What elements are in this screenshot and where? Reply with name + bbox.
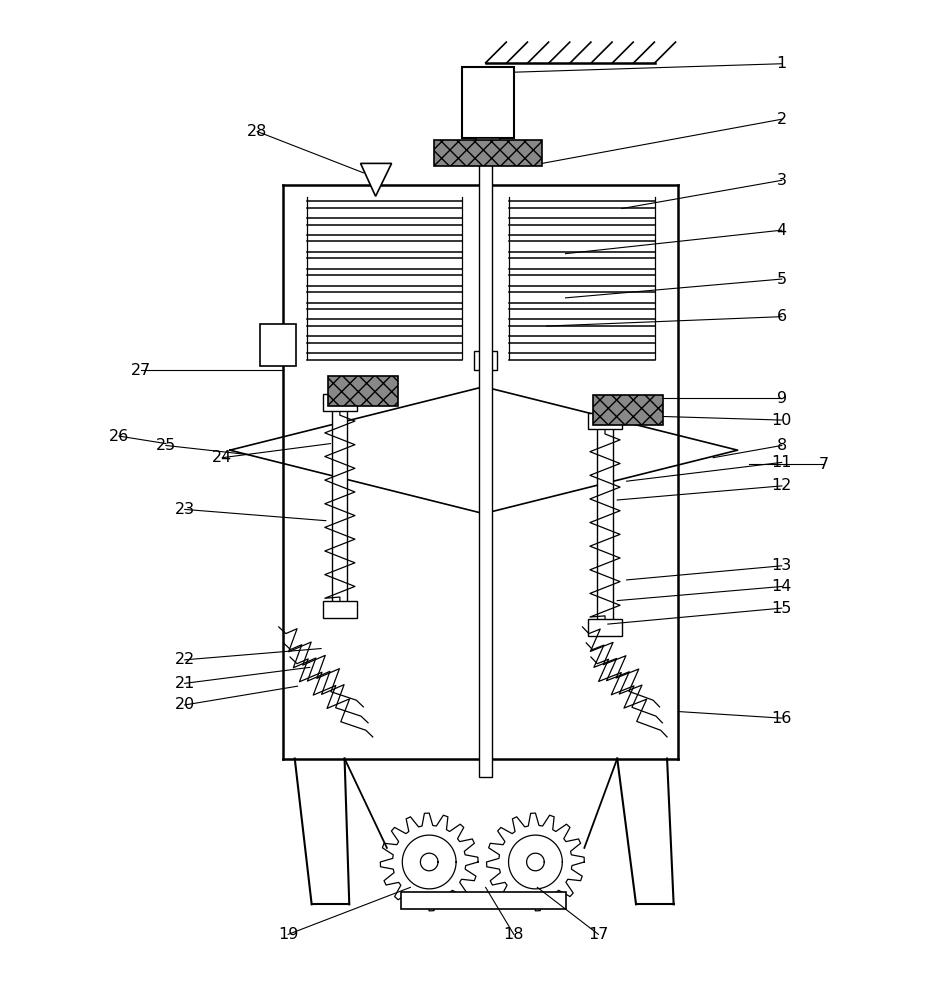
- Text: 25: 25: [156, 438, 176, 453]
- Bar: [588, 619, 622, 636]
- Bar: [401, 892, 566, 909]
- Bar: [327, 376, 398, 406]
- Text: 12: 12: [771, 478, 792, 493]
- Polygon shape: [360, 163, 391, 196]
- Text: 21: 21: [174, 676, 195, 691]
- Bar: [598, 425, 613, 632]
- Text: 14: 14: [771, 579, 792, 594]
- Bar: [588, 413, 622, 429]
- Bar: [323, 601, 356, 618]
- Text: 24: 24: [212, 450, 233, 465]
- Text: 20: 20: [174, 697, 195, 712]
- Bar: [593, 395, 663, 425]
- Text: 3: 3: [777, 173, 786, 188]
- Text: 7: 7: [819, 457, 829, 472]
- Text: 6: 6: [777, 309, 786, 324]
- Text: 5: 5: [777, 272, 786, 287]
- Bar: [479, 138, 492, 777]
- Bar: [462, 67, 514, 138]
- Text: 13: 13: [771, 558, 792, 573]
- Text: 9: 9: [777, 391, 786, 406]
- Bar: [332, 406, 347, 613]
- Bar: [474, 351, 497, 370]
- Text: 4: 4: [777, 223, 786, 238]
- Text: 10: 10: [771, 413, 792, 428]
- Text: 1: 1: [777, 56, 786, 71]
- Text: 26: 26: [108, 429, 129, 444]
- Text: 17: 17: [588, 927, 608, 942]
- Text: 2: 2: [777, 112, 786, 127]
- Bar: [260, 324, 296, 366]
- Text: 11: 11: [771, 455, 792, 470]
- Bar: [434, 140, 542, 166]
- Bar: [476, 138, 500, 159]
- Text: 23: 23: [174, 502, 195, 517]
- Text: 19: 19: [278, 927, 298, 942]
- Text: 18: 18: [504, 927, 524, 942]
- Text: 16: 16: [771, 711, 792, 726]
- Text: 15: 15: [771, 601, 792, 616]
- Bar: [323, 394, 356, 411]
- Text: 28: 28: [247, 124, 267, 139]
- Text: 8: 8: [777, 438, 786, 453]
- Text: 27: 27: [130, 363, 151, 378]
- Text: 22: 22: [174, 652, 195, 667]
